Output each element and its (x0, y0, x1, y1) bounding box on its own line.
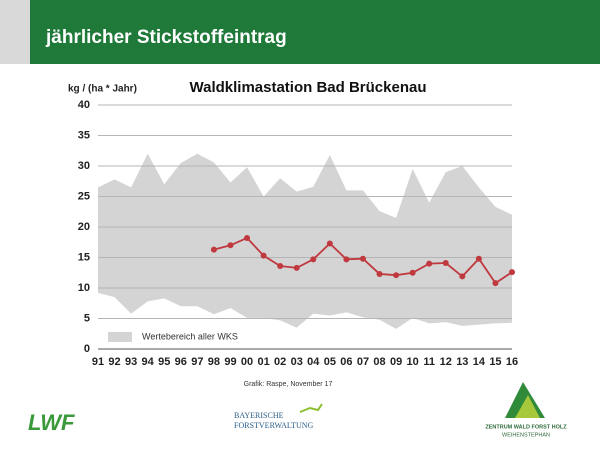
legend-label: Wertebereich aller WKS (142, 331, 238, 341)
x-tick-label: 12 (440, 356, 452, 368)
data-point (244, 234, 251, 241)
logo-bf-mark (299, 403, 323, 413)
x-tick-label: 98 (208, 356, 220, 368)
data-point (492, 280, 499, 287)
x-tick-label: 11 (423, 356, 435, 368)
data-point (326, 240, 333, 247)
header-strip (0, 0, 30, 64)
data-point (376, 270, 383, 277)
logo-zentrum-line2: WEIHENSTEPHAN (502, 432, 550, 438)
x-tick-label: 10 (407, 356, 419, 368)
y-tick-label: 30 (78, 160, 90, 172)
header-title: jährlicher Stickstoffeintrag (45, 27, 287, 48)
data-point (475, 255, 482, 262)
x-tick-label: 03 (291, 356, 303, 368)
data-point (277, 263, 284, 270)
logo-bf-line2: FORSTVERWALTUNG (234, 421, 313, 430)
x-tick-label: 06 (340, 356, 352, 368)
x-tick-label: 09 (390, 356, 402, 368)
x-tick-label: 00 (241, 356, 253, 368)
logo-zentrum-line1: ZENTRUM WALD FORST HOLZ (485, 424, 567, 430)
x-tick-label: 14 (473, 356, 486, 368)
data-point (459, 273, 466, 280)
logo-bf-line1: BAYERISCHE (234, 411, 284, 420)
x-tick-label: 97 (191, 356, 203, 368)
chart-title: Waldklimastation Bad Brückenau (190, 79, 427, 96)
data-point (260, 252, 267, 259)
logo-lwf: LWF (28, 410, 75, 435)
source-note: Grafik: Raspe, November 17 (244, 381, 333, 388)
logo-zentrum-mark-inner (515, 395, 540, 418)
data-point (310, 256, 317, 263)
data-point (442, 259, 449, 266)
x-tick-label: 99 (224, 356, 236, 368)
y-tick-label: 40 (78, 99, 90, 111)
x-tick-label: 08 (373, 356, 385, 368)
data-point (426, 260, 433, 267)
y-tick-label: 0 (84, 343, 90, 355)
data-point (359, 255, 366, 262)
x-tick-label: 01 (257, 356, 269, 368)
data-point (227, 242, 234, 249)
data-point (293, 264, 300, 271)
x-tick-label: 95 (158, 356, 170, 368)
x-tick-label: 13 (456, 356, 468, 368)
x-tick-label: 16 (506, 356, 518, 368)
y-tick-label: 20 (78, 221, 90, 233)
x-tick-label: 05 (324, 356, 336, 368)
data-point (210, 246, 217, 253)
x-tick-label: 96 (175, 356, 187, 368)
y-tick-label: 35 (78, 129, 90, 141)
x-tick-label: 93 (125, 356, 137, 368)
data-point (393, 272, 400, 279)
y-tick-label: 5 (84, 312, 90, 324)
y-tick-label: 10 (78, 282, 90, 294)
x-tick-label: 94 (142, 356, 155, 368)
legend-swatch (108, 332, 132, 342)
data-point (409, 269, 416, 276)
header-bar (30, 0, 600, 64)
y-tick-label: 15 (78, 251, 90, 263)
x-tick-label: 04 (307, 356, 320, 368)
range-band (98, 153, 512, 329)
x-tick-label: 07 (357, 356, 369, 368)
y-axis-label: kg / (ha * Jahr) (68, 84, 137, 95)
data-point (509, 269, 515, 276)
x-tick-label: 91 (92, 356, 104, 368)
x-tick-label: 92 (108, 356, 120, 368)
y-tick-label: 25 (78, 190, 90, 202)
data-point (343, 256, 350, 263)
x-tick-label: 02 (274, 356, 286, 368)
x-tick-label: 15 (489, 356, 501, 368)
